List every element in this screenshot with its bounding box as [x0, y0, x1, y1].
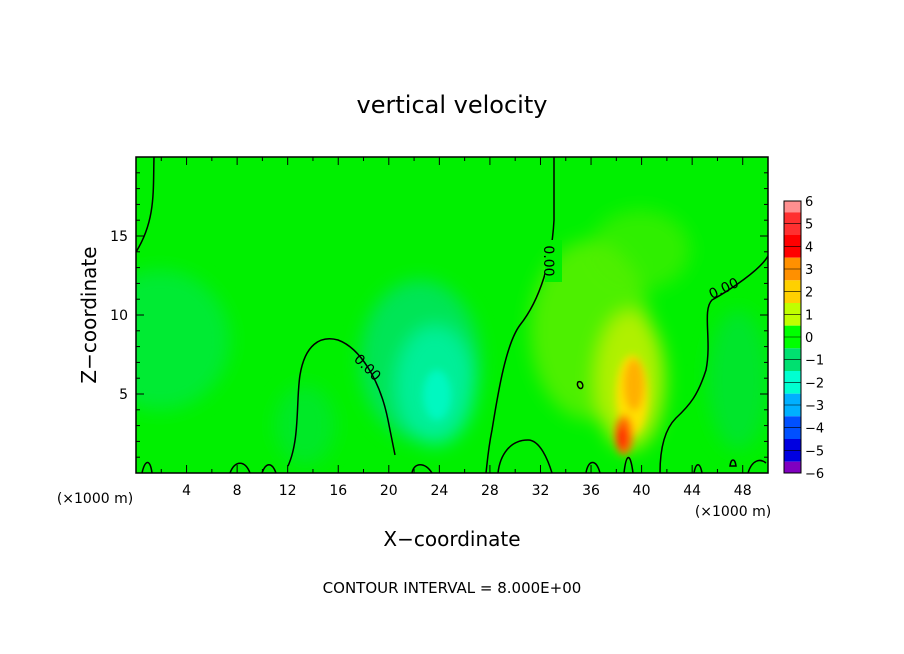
x-tick-label: 20 — [380, 483, 398, 499]
x-tick-label: 44 — [683, 483, 701, 499]
colorbar-swatch — [784, 257, 801, 269]
field-shading — [136, 210, 768, 465]
x-tick-label: 16 — [329, 483, 347, 499]
colorbar-swatch — [784, 212, 801, 224]
colorbar-swatch — [784, 359, 801, 371]
colorbar-swatch — [784, 382, 801, 394]
y-tick-label: 15 — [110, 229, 128, 245]
colorbar-swatch — [784, 325, 801, 337]
axis-ticks — [136, 157, 768, 473]
contour-label-0: 0.00 — [540, 245, 556, 276]
colorbar-swatch — [784, 371, 801, 383]
y-tick-label: 10 — [110, 308, 128, 324]
x-tick-label: 32 — [532, 483, 550, 499]
x-unit-left: (×1000 m) — [57, 491, 133, 507]
colorbar-swatch — [784, 461, 801, 473]
colorbar-swatch — [784, 223, 801, 235]
colorbar-swatch — [784, 337, 801, 349]
y-axis-label: Z−coordinate — [77, 246, 101, 383]
colorbar-swatch — [784, 427, 801, 439]
colorbar-label: 0 — [805, 331, 813, 346]
colorbar: 6 5 4 3 2 1 0 −1 −2 −3 −4 −5 −6 — [783, 195, 824, 482]
x-tick-label: 8 — [233, 483, 242, 499]
x-tick-label: 28 — [481, 483, 499, 499]
colorbar-swatch — [784, 269, 801, 281]
colorbar-swatch — [784, 246, 801, 258]
y-tick-label: 5 — [119, 387, 128, 403]
colorbar-swatch — [784, 314, 801, 326]
colorbar-label: 4 — [805, 240, 813, 255]
x-unit-right: (×1000 m) — [695, 504, 771, 520]
colorbar-swatch — [784, 405, 801, 417]
colorbar-swatch — [784, 201, 801, 213]
colorbar-label: −5 — [805, 444, 824, 459]
colorbar-label: 1 — [805, 308, 813, 323]
colorbar-swatch — [784, 416, 801, 428]
colorbar-swatch — [784, 348, 801, 360]
colorbar-swatch — [784, 439, 801, 451]
chart-title: vertical velocity — [357, 91, 548, 119]
x-tick-label: 40 — [633, 483, 651, 499]
x-tick-label: 12 — [279, 483, 297, 499]
colorbar-label: −4 — [805, 422, 824, 437]
colorbar-swatch — [784, 291, 801, 303]
x-tick-label: 24 — [430, 483, 448, 499]
x-tick-label: 48 — [734, 483, 752, 499]
colorbar-swatch — [784, 393, 801, 405]
colorbar-label: −1 — [805, 354, 824, 369]
colorbar-swatch — [784, 280, 801, 292]
x-tick-labels: 4 8 12 16 20 24 28 32 36 40 44 48 — [182, 483, 752, 499]
contour-interval-note: CONTOUR INTERVAL = 8.000E+00 — [323, 579, 582, 597]
colorbar-label: 3 — [805, 263, 813, 278]
colorbar-label: −3 — [805, 399, 824, 414]
colorbar-label: 2 — [805, 286, 813, 301]
colorbar-label: −2 — [805, 376, 824, 391]
x-tick-label: 36 — [582, 483, 600, 499]
colorbar-label: −6 — [805, 467, 824, 482]
y-tick-labels: 5 10 15 — [110, 229, 128, 403]
colorbar-swatch — [784, 450, 801, 462]
colorbar-swatch — [784, 235, 801, 247]
x-tick-label: 4 — [182, 483, 191, 499]
x-axis-label: X−coordinate — [383, 527, 520, 551]
colorbar-swatch — [784, 303, 801, 315]
colorbar-label: 6 — [805, 195, 813, 210]
colorbar-label: 5 — [805, 218, 813, 233]
zero-contours — [136, 157, 768, 473]
